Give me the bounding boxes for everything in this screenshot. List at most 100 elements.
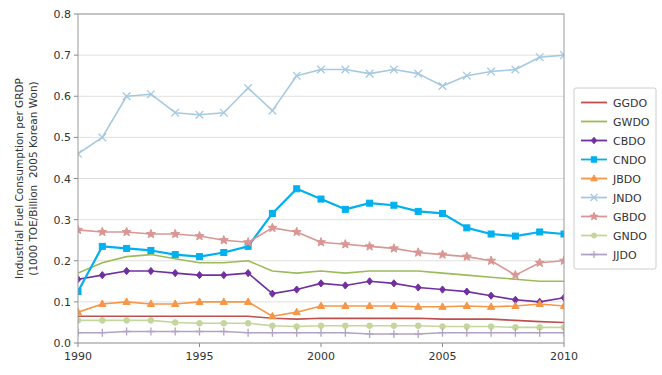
series-line: [78, 228, 564, 275]
point: [268, 329, 276, 337]
point: [535, 258, 544, 266]
point: [317, 238, 326, 246]
legend-marker: [591, 194, 598, 201]
series: [78, 51, 564, 157]
point: [367, 323, 373, 329]
y-tick: [74, 219, 78, 220]
point: [511, 329, 519, 337]
point: [317, 329, 325, 337]
point: [221, 320, 227, 326]
point: [196, 298, 203, 304]
legend-swatch: [581, 102, 607, 104]
point: [98, 329, 106, 337]
point: [196, 327, 204, 335]
series-line: [78, 255, 564, 282]
legend-marker: [591, 175, 597, 181]
point: [365, 242, 374, 250]
y-tick-label: 0.4: [54, 173, 72, 186]
x-tick-label: 1990: [64, 350, 92, 363]
point: [197, 320, 203, 326]
point: [269, 290, 275, 297]
point: [148, 318, 154, 324]
x-tick: [199, 343, 200, 347]
point: [123, 327, 131, 335]
point: [317, 302, 324, 308]
point: [366, 302, 373, 308]
point: [390, 330, 398, 338]
point: [244, 84, 252, 92]
point: [220, 109, 228, 117]
point: [440, 286, 446, 293]
point: [462, 252, 471, 260]
legend-marker: [591, 233, 596, 238]
point: [342, 206, 348, 212]
point: [99, 134, 107, 142]
point: [245, 320, 251, 326]
point: [560, 256, 564, 264]
point: [415, 284, 421, 291]
legend-label: JNDO: [612, 192, 642, 205]
point: [343, 323, 349, 329]
point: [123, 298, 130, 304]
point: [146, 229, 155, 237]
point: [463, 329, 471, 337]
grid-line: [78, 96, 564, 97]
series-group: [78, 51, 564, 338]
y-tick: [74, 343, 78, 344]
point: [391, 323, 397, 329]
legend-label: GGDO: [613, 97, 648, 110]
point: [342, 66, 350, 74]
point: [440, 324, 446, 330]
point: [536, 53, 544, 61]
legend-swatch: [581, 121, 607, 123]
legend: GGDOGWDOCBDOCNDOJBDOJNDOGBDOGNDOJJDO: [574, 88, 656, 269]
point: [391, 202, 397, 208]
y-tick-label: 0.6: [54, 90, 72, 103]
point: [244, 238, 253, 246]
legend-item: CBDO: [581, 135, 646, 148]
series-line: [78, 316, 564, 322]
point: [487, 256, 496, 264]
y-tick: [74, 260, 78, 261]
legend-item: GNDO: [581, 230, 647, 243]
legend-item: CNDO: [581, 154, 646, 167]
point: [269, 312, 276, 318]
point: [488, 231, 494, 237]
point: [389, 244, 398, 252]
point: [172, 320, 178, 326]
legend-label: CNDO: [613, 154, 646, 167]
point: [293, 72, 301, 80]
point: [172, 252, 178, 258]
point: [463, 302, 470, 308]
axes: 0.00.10.20.30.40.50.60.70.81990199520002…: [54, 8, 579, 363]
point: [147, 327, 155, 335]
point: [342, 302, 349, 308]
point: [511, 270, 520, 278]
point: [414, 70, 422, 78]
x-tick: [78, 343, 79, 347]
legend-marker: [590, 251, 597, 258]
legend-item: GBDO: [581, 211, 647, 224]
point: [318, 323, 324, 329]
point: [487, 68, 495, 76]
point: [512, 233, 518, 239]
point: [560, 51, 564, 59]
point: [197, 254, 203, 260]
point: [195, 231, 204, 239]
y-tick-label: 0.1: [54, 296, 72, 309]
point: [171, 109, 179, 117]
y-tick: [74, 96, 78, 97]
series: [78, 255, 564, 282]
point: [560, 302, 564, 308]
point: [221, 272, 227, 279]
legend-item: JNDO: [581, 192, 642, 205]
point: [390, 66, 398, 74]
legend-item: GGDO: [581, 97, 648, 110]
x-tick-label: 1995: [186, 350, 214, 363]
point: [367, 278, 373, 285]
point: [317, 66, 325, 74]
point: [122, 227, 131, 235]
point: [220, 298, 227, 304]
x-tick-label: 2005: [429, 350, 457, 363]
point: [464, 288, 470, 295]
